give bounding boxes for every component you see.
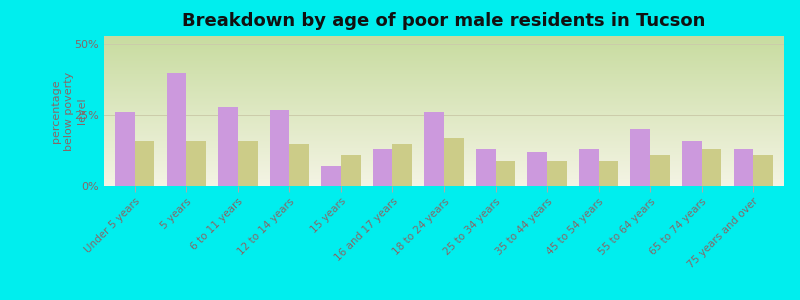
Bar: [630, 129, 650, 186]
Bar: [238, 141, 258, 186]
Bar: [218, 107, 238, 186]
Bar: [341, 155, 361, 186]
Bar: [425, 112, 444, 186]
Bar: [476, 149, 495, 186]
Title: Breakdown by age of poor male residents in Tucson: Breakdown by age of poor male residents …: [182, 12, 706, 30]
Bar: [270, 110, 290, 186]
Bar: [373, 149, 393, 186]
Y-axis label: percentage
below poverty
level: percentage below poverty level: [50, 71, 87, 151]
Bar: [650, 155, 670, 186]
Bar: [598, 160, 618, 186]
Bar: [753, 155, 773, 186]
Bar: [167, 73, 186, 186]
Bar: [702, 149, 721, 186]
Bar: [547, 160, 566, 186]
Bar: [322, 166, 341, 186]
Bar: [527, 152, 547, 186]
Bar: [186, 141, 206, 186]
Bar: [444, 138, 463, 186]
Bar: [290, 143, 309, 186]
Bar: [682, 141, 702, 186]
Bar: [393, 143, 412, 186]
Bar: [579, 149, 598, 186]
Bar: [495, 160, 515, 186]
Bar: [115, 112, 135, 186]
Bar: [734, 149, 753, 186]
Bar: [135, 141, 154, 186]
